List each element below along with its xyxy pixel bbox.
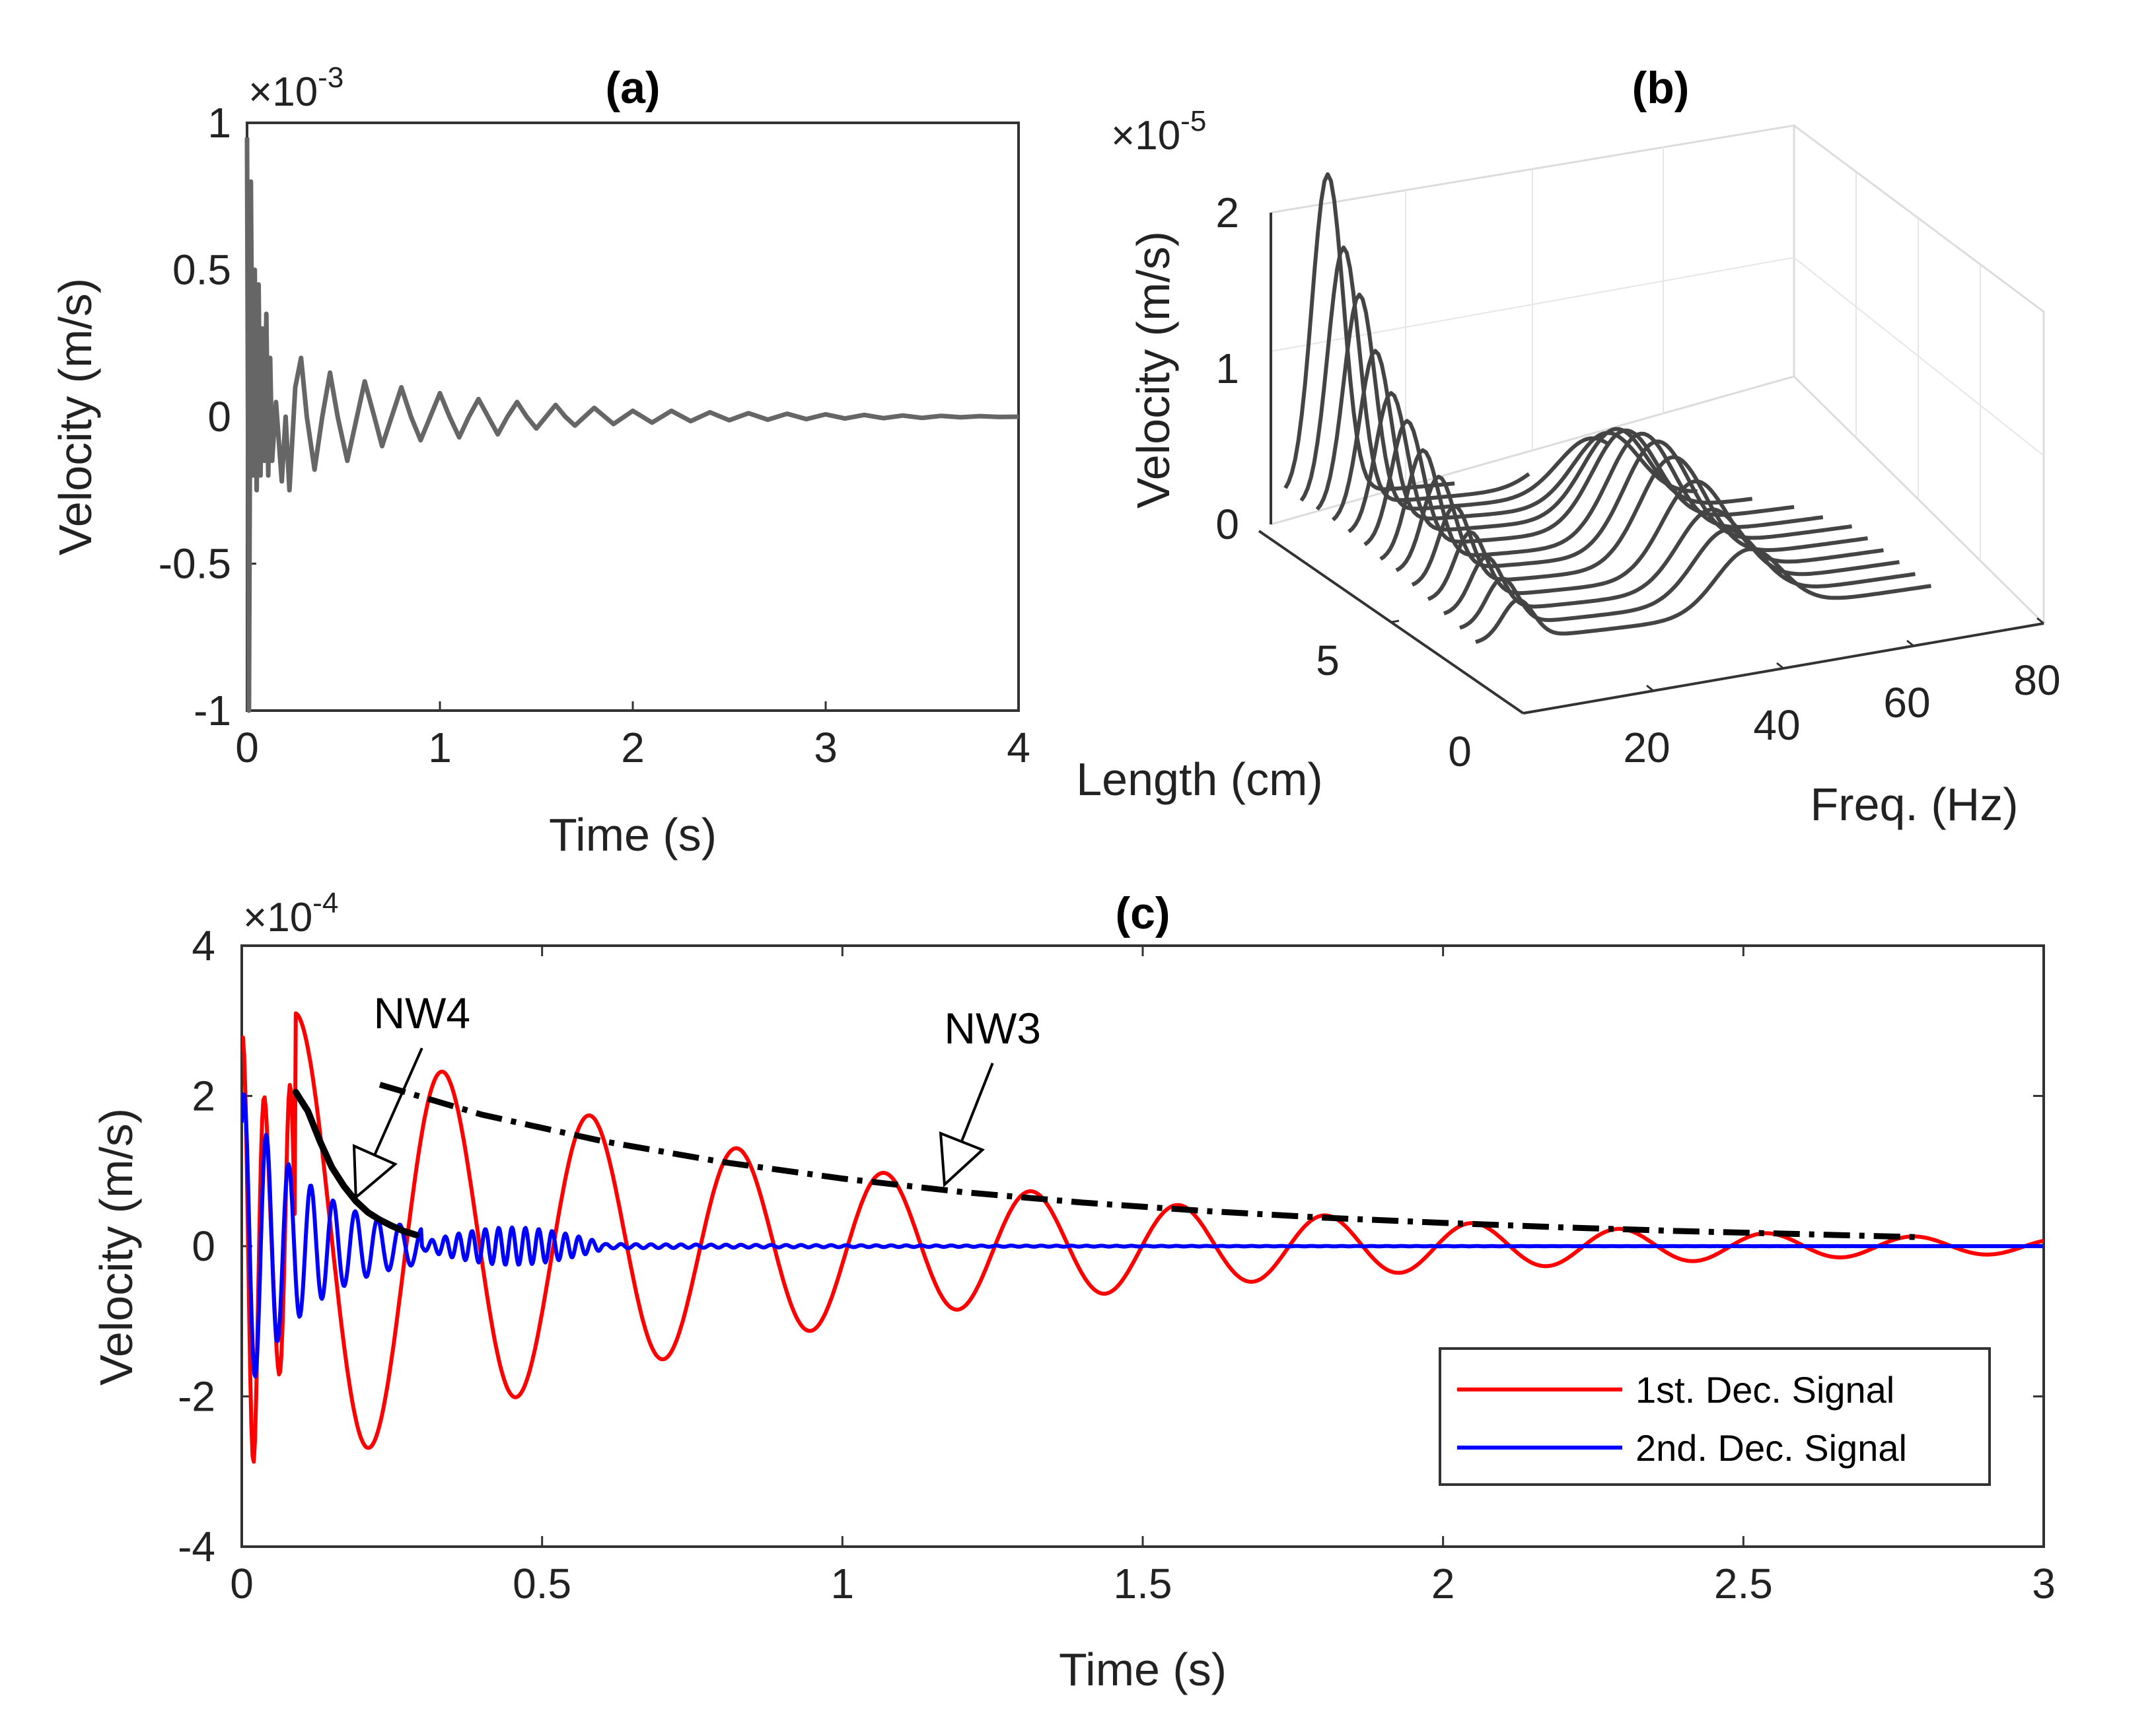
panel-c-title: (c) (1115, 888, 1170, 938)
panel-c-legend: 1st. Dec. Signal 2nd. Dec. Signal (1439, 1347, 1991, 1486)
panel-c-ytick-label: 0 (192, 1222, 215, 1270)
panel-b-curve-3 (1315, 293, 1611, 511)
panel-b-ytick-mark (1390, 619, 1400, 623)
panel-a-ytick-label: -1 (194, 687, 231, 734)
panel-a-xlabel: Time (s) (549, 809, 717, 860)
panel-a-series-line (244, 137, 1019, 713)
panel-c-ytick-label: -2 (178, 1373, 215, 1421)
panel-b-exponent: ×10-5 (1111, 105, 1206, 158)
panel-b-xtick-label: 40 (1753, 701, 1800, 749)
panel-b-xtick-label: 20 (1623, 724, 1670, 771)
panel-b-curve-7 (1379, 431, 1824, 561)
panel-b-xtick-mark (1646, 684, 1654, 692)
panel-b-ylabel: Length (cm) (1076, 754, 1322, 805)
legend-label-2nd: 2nd. Dec. Signal (1635, 1427, 1907, 1469)
panel-c-xtick-label: 2.5 (1714, 1560, 1773, 1607)
panel-b-ytick-label: 5 (1316, 637, 1340, 684)
panel-b-title: (b) (1632, 63, 1690, 113)
panel-b-curve-5 (1348, 391, 1753, 534)
panel-c-arrow-shaft (960, 1063, 994, 1142)
panel-a-xtick-label: 3 (814, 724, 838, 771)
panel-c-ylabel: Velocity (m/s) (90, 1108, 142, 1386)
panel-c-ytick-label: 2 (192, 1072, 215, 1120)
panel-b-curve-8 (1395, 439, 1852, 573)
panel-c-arrow-shaft (373, 1047, 423, 1156)
panel-c-nw4-envelope (292, 1088, 419, 1238)
legend-label-1st: 1st. Dec. Signal (1635, 1369, 1894, 1411)
panel-b-xtick-label: 60 (1883, 679, 1930, 726)
panel-b-curve-2 (1299, 245, 1530, 503)
panel-b-xtick-mark (2036, 617, 2044, 625)
panel-b-xtick-label: 80 (2013, 656, 2060, 704)
panel-c-xlabel: Time (s) (1059, 1644, 1227, 1695)
panel-b-xtick-mark (1906, 639, 1914, 647)
panel-a-exponent: ×10-3 (248, 61, 343, 115)
panel-c-xtick-label: 1 (831, 1560, 855, 1607)
panel-c-ytick-label: -4 (178, 1523, 215, 1570)
panel-a-ytick-label: 0 (207, 393, 231, 440)
panel-c-arrow-head (352, 1144, 398, 1201)
panel-b-zlabel: Velocity (m/s) (1128, 231, 1179, 509)
panel-a-xtick-label: 4 (1007, 724, 1030, 771)
legend-box (1439, 1347, 1991, 1486)
panel-b-curve-13 (1475, 547, 1931, 645)
panel-c-xtick-label: 3 (2032, 1560, 2056, 1607)
panel-b-ztick-label: 2 (1215, 189, 1239, 236)
panel-a-xtick-label: 2 (621, 724, 645, 771)
panel-b-curve-4 (1331, 349, 1698, 522)
panel-a-ylabel: Velocity (m/s) (50, 278, 101, 555)
panel-a-title: (a) (605, 63, 660, 113)
panel-c-exponent: ×10-4 (243, 887, 338, 940)
panel-b-ytick-mark (1523, 711, 1532, 715)
panel-c-annotation-nw3: NW3 (944, 1004, 1041, 1053)
panel-c-annotation-nw4: NW4 (373, 989, 470, 1037)
panel-a-ytick-label: 0.5 (172, 246, 231, 294)
panel-c-xtick-label: 2 (1431, 1560, 1455, 1607)
panel-b-xtick-mark (1776, 662, 1784, 670)
panel-b-curves (1283, 172, 1931, 645)
panel-c-arrow-head (939, 1131, 985, 1187)
panel-b-ytick-label: 0 (1448, 728, 1472, 775)
panel-c-ytick-label: 4 (192, 922, 215, 969)
panel-a-ytick-label: 1 (207, 99, 231, 147)
panel-b: (b) ×10-5 Velocity (m/s) Length (cm) Fre… (1076, 63, 2060, 830)
panel-a-xtick-label: 0 (235, 724, 259, 771)
panel-b-curve-10 (1427, 479, 1884, 602)
panel-b-ztick-label: 0 (1215, 501, 1239, 548)
panel-c-series-2nd-dec-signal (242, 1092, 2044, 1379)
panel-b-ztick-label: 1 (1215, 345, 1239, 392)
panel-b-curve-11 (1443, 507, 1900, 615)
panel-a-xtick-label: 1 (428, 724, 452, 771)
panel-c-nw3-envelope (378, 1082, 1918, 1240)
panel-c-xtick-label: 1.5 (1114, 1560, 1172, 1607)
panel-c-xtick-label: 0.5 (513, 1560, 571, 1607)
panel-b-curve-9 (1411, 455, 1868, 587)
panel-a: (a) ×10-3 Time (s) Velocity (m/s) 0 1 2 3 4 1… (50, 61, 1030, 860)
panel-c-xtick-label: 0 (230, 1560, 254, 1607)
panel-a-ytick-label: -0.5 (159, 540, 231, 588)
panel-c: (c) ×10-4 Time (s) Velocity (m/s) 0 0.5 1 1… (90, 887, 2056, 1695)
panel-b-xlabel: Freq. (Hz) (1811, 779, 2019, 830)
